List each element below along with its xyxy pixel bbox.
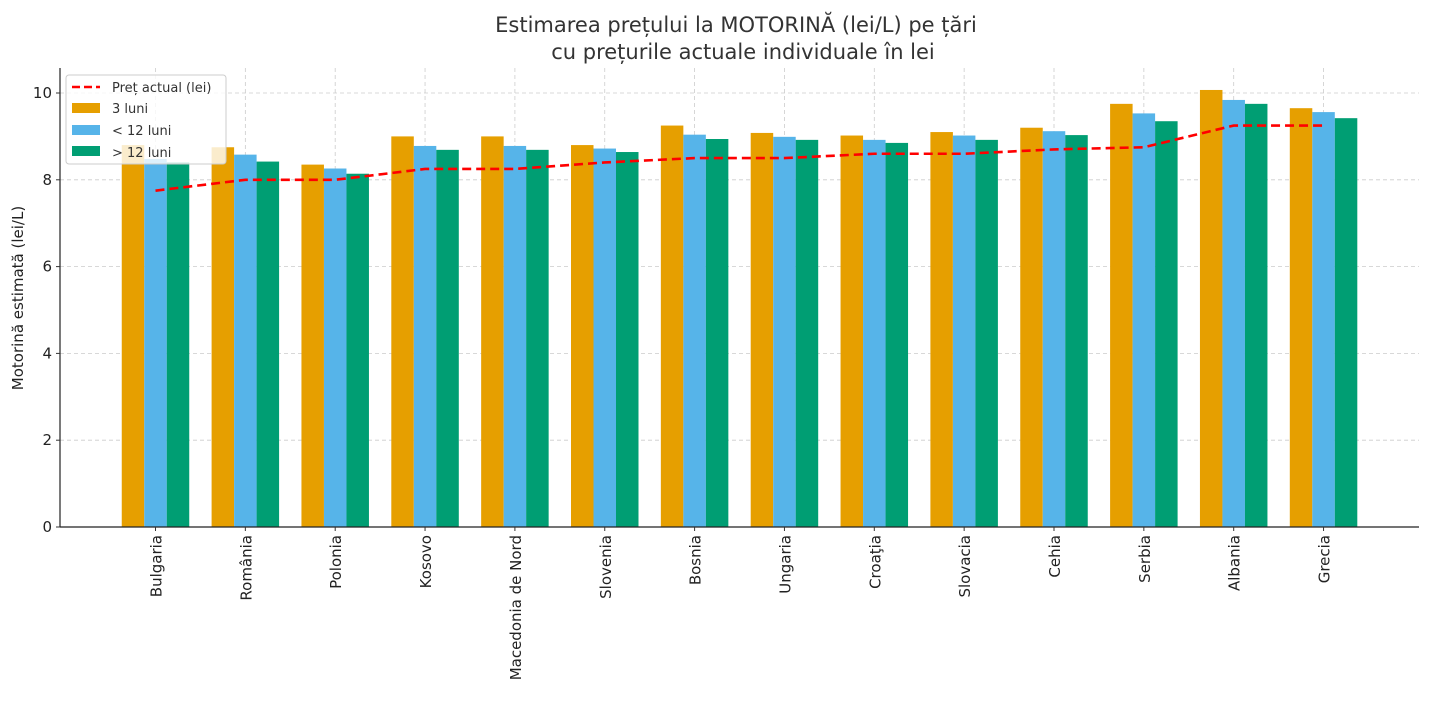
bar--12-luni-kosovo — [413, 145, 437, 527]
bar--12-luni-ungaria — [773, 136, 796, 528]
bar-3-luni-polonia — [301, 164, 324, 528]
x-tick-label: Albania — [1226, 535, 1244, 591]
bar--12-luni-românia — [256, 161, 280, 527]
legend-label-lt-12-luni: < 12 luni — [112, 124, 171, 139]
axes — [59, 68, 1419, 528]
bar-3-luni-slovenia — [571, 145, 594, 527]
x-tick-label: Macedonia de Nord — [507, 535, 525, 680]
price-line — [155, 124, 1324, 192]
legend-label-3-luni: 3 luni — [112, 102, 148, 117]
bar-3-luni-românia — [211, 147, 235, 527]
bar--12-luni-bosnia — [683, 134, 706, 527]
bar--12-luni-croaţia — [863, 139, 886, 527]
x-tick-label: Serbia — [1136, 535, 1154, 583]
y-tick-label: 10 — [33, 84, 52, 102]
x-tick-label: Slovacia — [956, 535, 974, 598]
bar--12-luni-ungaria — [795, 139, 819, 527]
bar-3-luni-cehia — [1020, 127, 1043, 527]
bar--12-luni-kosovo — [436, 149, 459, 527]
x-tick-label: Kosovo — [417, 535, 435, 588]
bar-3-luni-macedonia-de-nord — [481, 136, 504, 527]
bar--12-luni-macedonia-de-nord — [503, 145, 527, 527]
bar-3-luni-croaţia — [840, 135, 864, 528]
bar--12-luni-grecia — [1334, 118, 1358, 527]
bar--12-luni-bulgaria — [144, 158, 167, 527]
bar--12-luni-albania — [1244, 103, 1268, 527]
bar--12-luni-cehia — [1042, 131, 1066, 527]
bar-3-luni-albania — [1199, 89, 1223, 527]
bar--12-luni-polonia — [346, 173, 369, 527]
x-ticks: Bulgaria România Polonia Kosovo Macedonia de… — [148, 527, 1334, 680]
bar-3-luni-kosovo — [391, 136, 414, 527]
bar--12-luni-croaţia — [885, 142, 909, 527]
bar--12-luni-grecia — [1312, 112, 1335, 527]
x-tick-label: Polonia — [327, 535, 345, 589]
bar-3-luni-serbia — [1110, 103, 1133, 527]
legend-label-gt-12-luni: > 12 luni — [112, 146, 171, 161]
legend-label-price: Preț actual (lei) — [112, 81, 211, 96]
bar--12-luni-albania — [1222, 99, 1245, 527]
y-tick-label: 6 — [42, 258, 52, 276]
bar-3-luni-slovacia — [930, 132, 953, 527]
x-tick-label: Cehia — [1046, 535, 1064, 578]
chart-title-line-1: Estimarea prețului la MOTORINĂ (lei/L) p… — [495, 11, 977, 37]
legend-swatch-gt-12-luni — [72, 146, 100, 156]
x-tick-label: Grecia — [1316, 535, 1334, 583]
bar--12-luni-slovacia — [952, 135, 976, 528]
bar--12-luni-serbia — [1155, 121, 1178, 528]
y-tick-label: 0 — [42, 518, 52, 536]
bar--12-luni-slovenia — [616, 152, 639, 528]
x-tick-label: Croaţia — [866, 535, 884, 589]
y-ticks: 0 2 4 6 8 10 — [33, 84, 60, 536]
bar-3-luni-grecia — [1289, 108, 1313, 527]
x-tick-label: Ungaria — [776, 535, 794, 594]
bar--12-luni-cehia — [1065, 135, 1088, 527]
bar--12-luni-slovenia — [593, 148, 616, 527]
chart-title-line-2: cu prețurile actuale individuale în lei — [551, 40, 935, 64]
x-tick-label: România — [237, 535, 255, 601]
bar-3-luni-bulgaria — [121, 145, 145, 527]
bar--12-luni-serbia — [1132, 113, 1156, 527]
legend-swatch-3-luni — [72, 103, 100, 113]
x-tick-label: Bosnia — [687, 535, 705, 585]
legend-swatch-lt-12-luni — [72, 125, 100, 135]
bar--12-luni-românia — [234, 154, 257, 528]
y-tick-label: 2 — [42, 431, 52, 449]
legend-frame — [65, 74, 227, 165]
bars — [121, 89, 1358, 528]
y-axis-label: Motorină estimată (lei/L) — [9, 206, 27, 390]
x-tick-label: Bulgaria — [148, 535, 166, 597]
bar-3-luni-ungaria — [750, 132, 774, 528]
bar--12-luni-slovacia — [975, 139, 998, 527]
bar--12-luni-macedonia-de-nord — [526, 149, 549, 527]
x-tick-label: Slovenia — [597, 535, 615, 599]
y-tick-label: 8 — [42, 171, 52, 189]
bar--12-luni-bulgaria — [166, 162, 190, 527]
bar--12-luni-polonia — [323, 168, 347, 528]
y-tick-label: 4 — [42, 344, 52, 362]
legend: Preț actual (lei) 3 luni < 12 luni > 12 … — [65, 74, 227, 165]
bar-3-luni-bosnia — [660, 125, 684, 528]
bar--12-luni-bosnia — [705, 139, 729, 527]
